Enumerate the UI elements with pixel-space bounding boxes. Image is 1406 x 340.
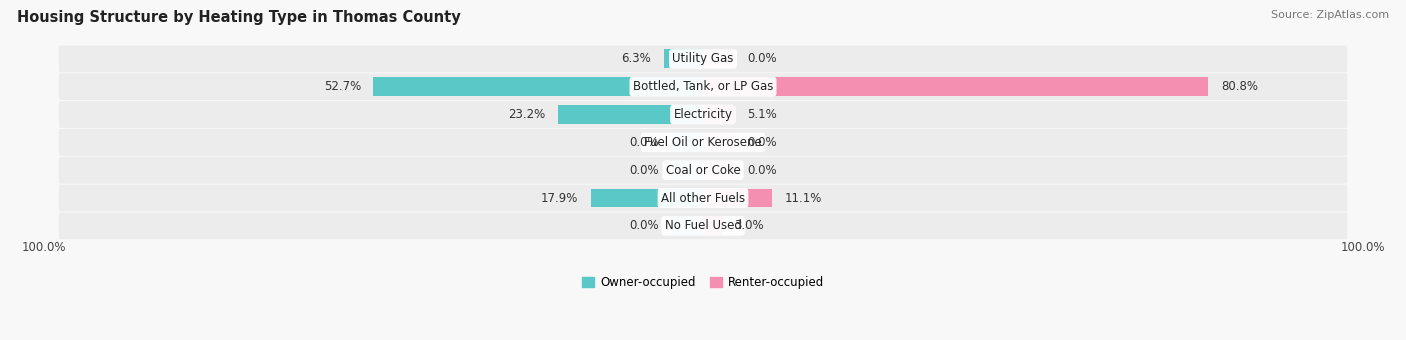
Text: 0.0%: 0.0% [630, 219, 659, 232]
Bar [558, 105, 703, 124]
Text: Coal or Coke: Coal or Coke [665, 164, 741, 177]
Text: 3.0%: 3.0% [734, 219, 763, 232]
Bar [374, 77, 703, 96]
Text: All other Fuels: All other Fuels [661, 191, 745, 205]
Legend: Owner-occupied, Renter-occupied: Owner-occupied, Renter-occupied [582, 276, 824, 289]
Bar [672, 161, 703, 180]
Text: 80.8%: 80.8% [1220, 80, 1258, 93]
FancyBboxPatch shape [59, 129, 1347, 156]
Text: Bottled, Tank, or LP Gas: Bottled, Tank, or LP Gas [633, 80, 773, 93]
Text: 23.2%: 23.2% [508, 108, 546, 121]
Text: 17.9%: 17.9% [541, 191, 578, 205]
Text: No Fuel Used: No Fuel Used [665, 219, 741, 232]
Text: 6.3%: 6.3% [621, 52, 651, 65]
Bar [703, 77, 1208, 96]
Bar [672, 216, 703, 235]
Text: 100.0%: 100.0% [21, 241, 66, 254]
Bar [591, 189, 703, 207]
Bar [703, 49, 734, 68]
Bar [703, 133, 734, 152]
Text: Source: ZipAtlas.com: Source: ZipAtlas.com [1271, 10, 1389, 20]
Text: 11.1%: 11.1% [785, 191, 823, 205]
Bar [664, 49, 703, 68]
FancyBboxPatch shape [59, 46, 1347, 72]
FancyBboxPatch shape [59, 185, 1347, 211]
Bar [703, 189, 772, 207]
Bar [703, 105, 735, 124]
Text: 52.7%: 52.7% [323, 80, 361, 93]
Bar [672, 133, 703, 152]
Text: 0.0%: 0.0% [630, 164, 659, 177]
Text: 0.0%: 0.0% [747, 164, 776, 177]
Text: 0.0%: 0.0% [747, 52, 776, 65]
Text: 100.0%: 100.0% [1340, 241, 1385, 254]
Text: 0.0%: 0.0% [630, 136, 659, 149]
FancyBboxPatch shape [59, 73, 1347, 100]
Text: Utility Gas: Utility Gas [672, 52, 734, 65]
Text: 5.1%: 5.1% [748, 108, 778, 121]
Text: Fuel Oil or Kerosene: Fuel Oil or Kerosene [644, 136, 762, 149]
Bar [703, 161, 734, 180]
Text: Electricity: Electricity [673, 108, 733, 121]
FancyBboxPatch shape [59, 101, 1347, 128]
FancyBboxPatch shape [59, 212, 1347, 239]
Text: 0.0%: 0.0% [747, 136, 776, 149]
FancyBboxPatch shape [59, 157, 1347, 184]
Text: Housing Structure by Heating Type in Thomas County: Housing Structure by Heating Type in Tho… [17, 10, 461, 25]
Bar [703, 216, 721, 235]
